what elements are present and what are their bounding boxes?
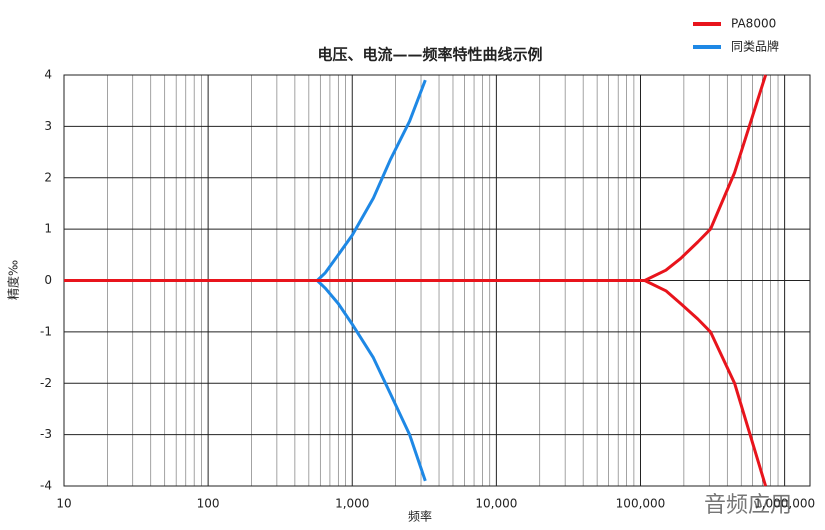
y-tick-label: -4 (40, 479, 52, 493)
x-tick-label: 100 (197, 497, 220, 511)
x-tick-label: 1,000 (335, 497, 369, 511)
y-tick-label: -1 (40, 324, 52, 338)
x-tick-label: 10,000 (475, 497, 517, 511)
y-tick-label: 0 (44, 273, 52, 287)
legend-label: 同类品牌 (731, 40, 779, 54)
x-tick-label: 1,000,000 (754, 497, 815, 511)
y-tick-label: 4 (44, 68, 52, 82)
series-line (64, 279, 768, 487)
y-axis-label: 精度‰ (6, 260, 21, 300)
watermark: 音频应用 (704, 493, 792, 518)
x-axis-label: 频率 (408, 509, 432, 524)
y-tick-label: -2 (40, 376, 52, 390)
series-line (64, 279, 427, 482)
y-tick-label: -3 (40, 427, 52, 441)
legend-label: PA8000 (731, 17, 776, 31)
chart-title: 电压、电流——频率特性曲线示例 (317, 46, 542, 64)
x-tick-label: 10 (56, 497, 71, 511)
series-line (64, 79, 427, 282)
y-tick-label: 2 (44, 170, 52, 184)
x-tick-label: 100,000 (616, 497, 666, 511)
series-line (64, 74, 768, 282)
y-tick-label: 3 (44, 119, 52, 133)
y-tick-label: 1 (44, 222, 52, 236)
